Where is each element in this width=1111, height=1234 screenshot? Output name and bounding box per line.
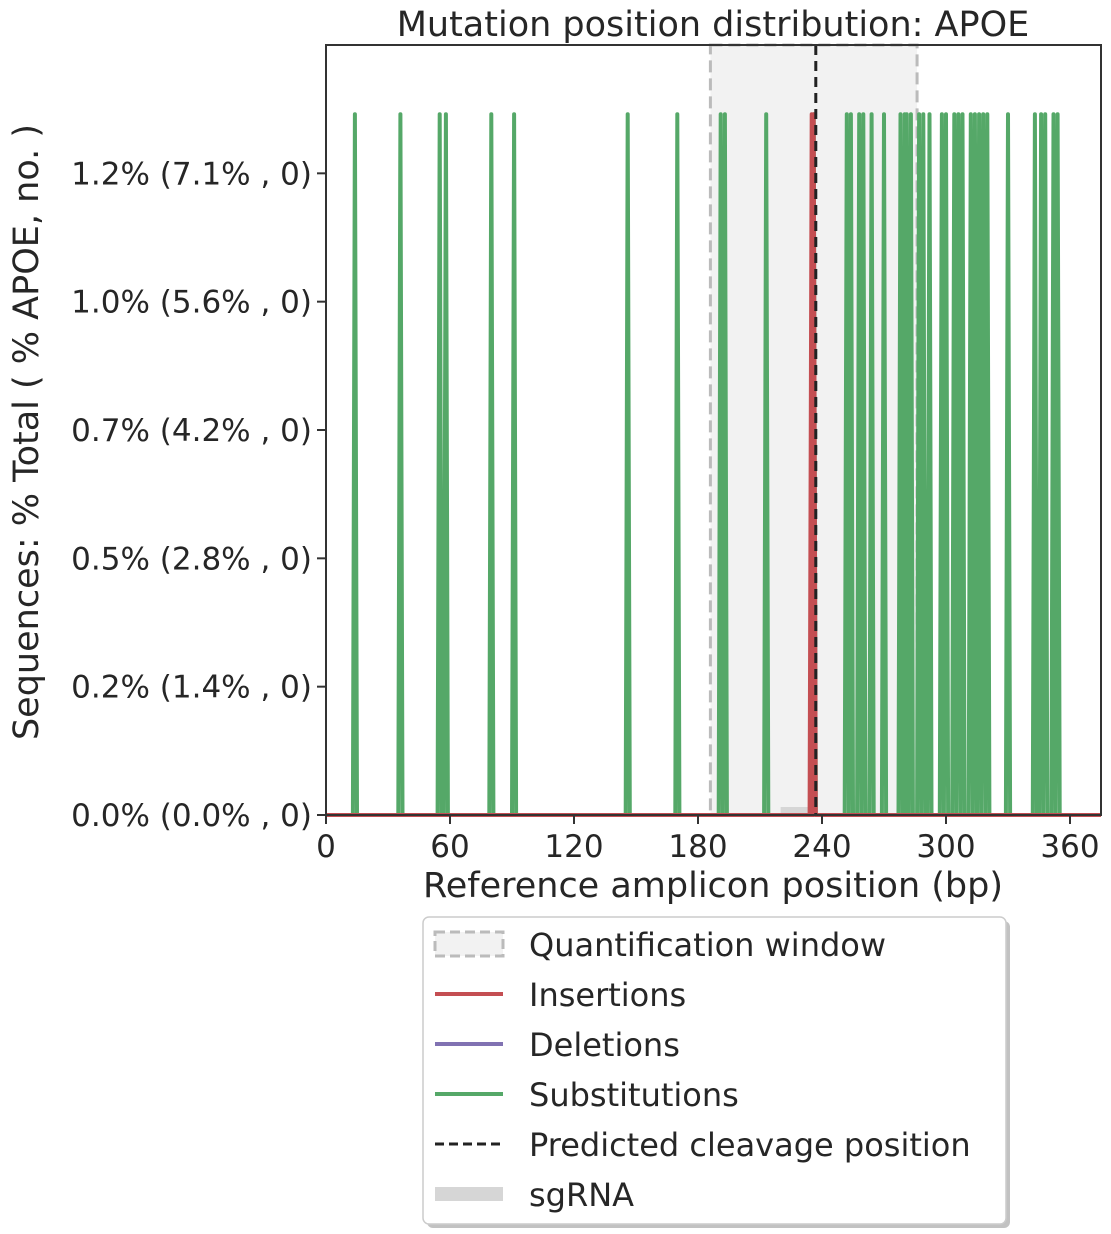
legend-label-quantification-window: Quantification window <box>529 926 886 964</box>
x-tick-label: 0 <box>316 829 336 865</box>
legend-swatch-sgrna <box>435 1187 503 1201</box>
x-axis-label: Reference amplicon position (bp) <box>423 866 1003 906</box>
legend-swatch-quantification-window <box>433 930 505 958</box>
legend-frame <box>422 916 1007 1225</box>
legend-label-deletions: Deletions <box>529 1026 680 1064</box>
x-tick-label: 240 <box>792 829 851 865</box>
legend-label-substitutions: Substitutions <box>529 1076 739 1114</box>
y-tick-label: 1.2% (7.1% , 0) <box>71 156 312 192</box>
x-tick-label: 180 <box>668 829 727 865</box>
legend: Quantification window Insertions Deletions… <box>422 916 1010 1228</box>
y-tick-label: 0.2% (1.4% , 0) <box>71 670 312 706</box>
legend-label-sgrna: sgRNA <box>529 1176 634 1214</box>
x-tick-label: 60 <box>430 829 469 865</box>
plot-area: 0 60 120 180 240 300 360 0.0% (0.0% , 0) 0.2% (1… <box>71 43 1102 865</box>
chart-title: Mutation position distribution: APOE <box>397 5 1030 45</box>
sgrna-band <box>780 807 816 815</box>
y-tick-label: 1.0% (5.6% , 0) <box>71 285 312 321</box>
x-tick-label: 360 <box>1040 829 1099 865</box>
legend-label-predicted-cleavage-position: Predicted cleavage position <box>529 1126 971 1164</box>
y-tick-label: 0.5% (2.8% , 0) <box>71 541 312 577</box>
y-tick-label: 0.0% (0.0% , 0) <box>71 798 312 834</box>
x-tick-label: 120 <box>544 829 603 865</box>
x-tick-label: 300 <box>916 829 975 865</box>
legend-label-insertions: Insertions <box>529 976 686 1014</box>
y-tick-label: 0.7% (4.2% , 0) <box>71 413 312 449</box>
y-axis-label: Sequences: % Total ( % APOE, no. ) <box>7 124 47 740</box>
